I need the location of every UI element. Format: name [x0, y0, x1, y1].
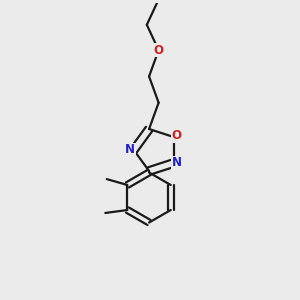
- Text: N: N: [172, 157, 182, 169]
- Text: O: O: [172, 129, 182, 142]
- Text: O: O: [154, 44, 164, 57]
- Text: N: N: [125, 143, 135, 157]
